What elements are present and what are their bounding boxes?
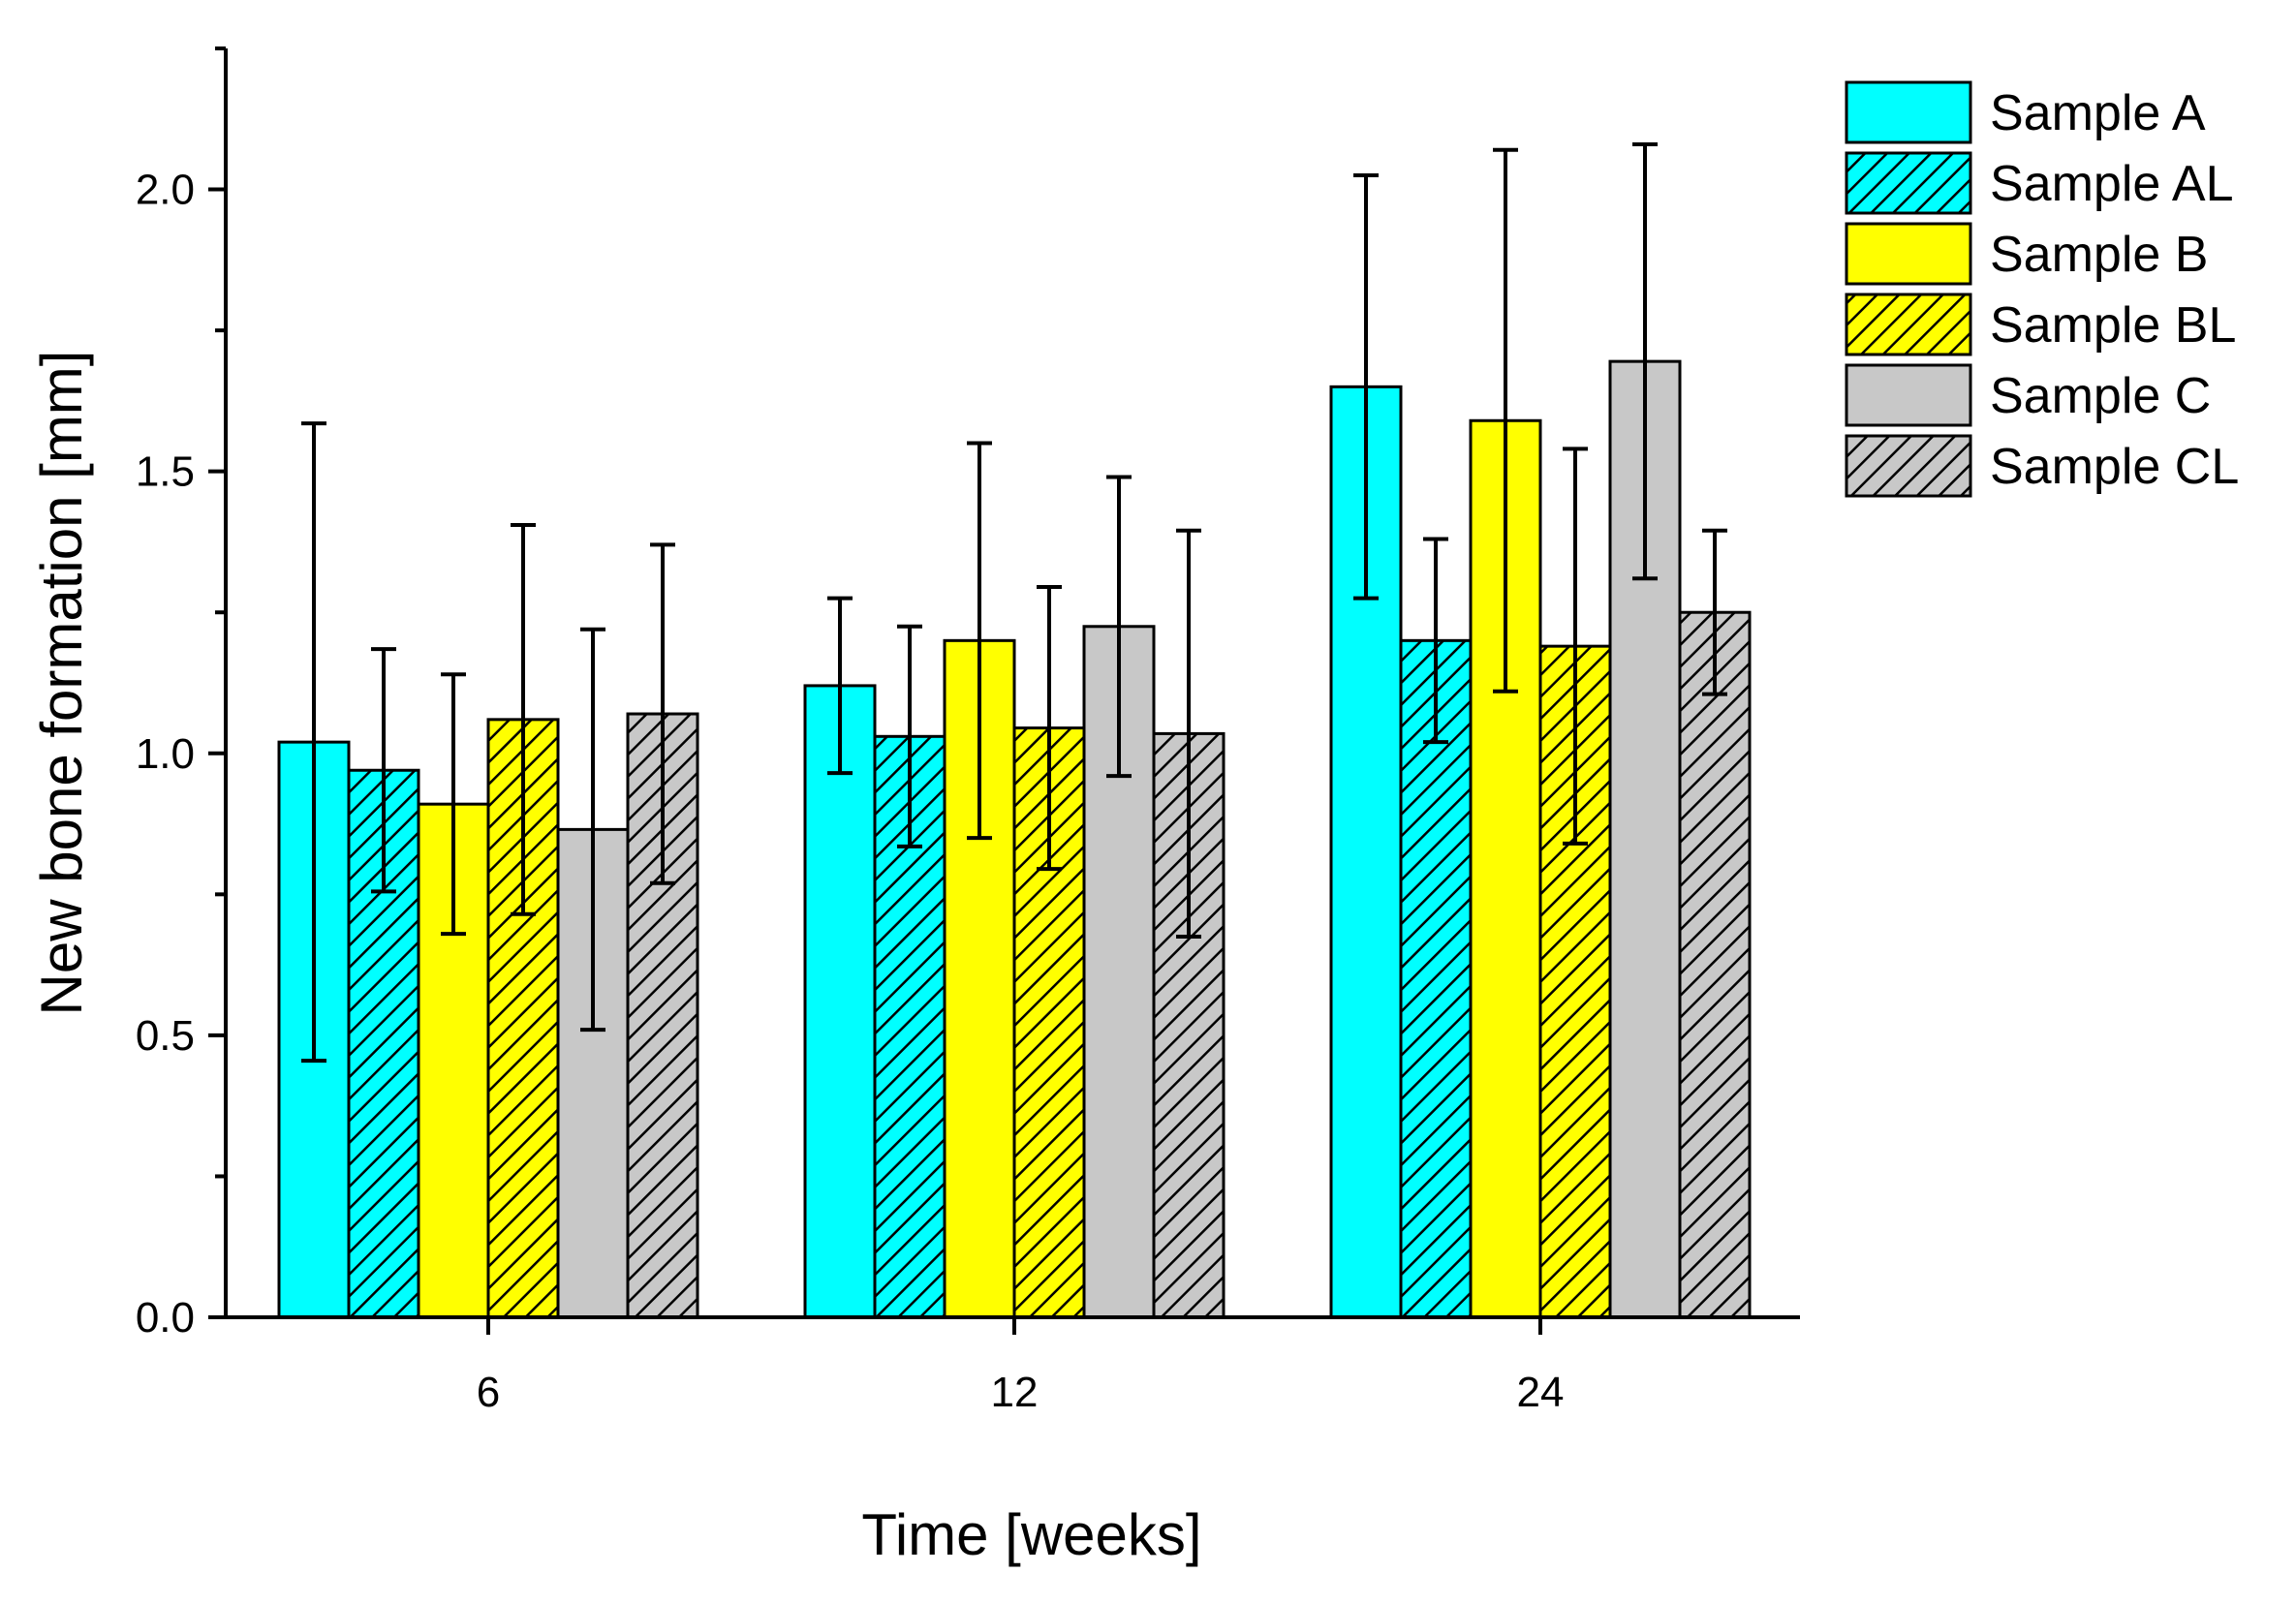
legend-label-sample-b: Sample B bbox=[1990, 227, 2208, 283]
y-tick-label: 1.5 bbox=[136, 448, 195, 496]
error-bar-sample-cl-week-24 bbox=[1702, 528, 1727, 696]
x-tick-label: 6 bbox=[477, 1369, 500, 1416]
error-bar-sample-b-week-6 bbox=[441, 672, 466, 937]
legend: Sample A Sample AL Sample B Sample BL Sample… bbox=[1845, 80, 2239, 498]
y-tick-label: 2.0 bbox=[136, 167, 195, 214]
error-bar-sample-b-week-24 bbox=[1493, 147, 1518, 694]
error-bar-sample-a-week-12 bbox=[827, 596, 853, 776]
legend-swatch-sample-b bbox=[1845, 222, 1972, 286]
error-bar-sample-al-week-12 bbox=[897, 624, 922, 848]
y-tick-label: 0.5 bbox=[136, 1012, 195, 1060]
error-bar-sample-c-week-12 bbox=[1106, 475, 1132, 779]
x-tick-label: 24 bbox=[1517, 1369, 1565, 1416]
error-bar-sample-b-week-12 bbox=[967, 441, 992, 841]
error-bars-layer bbox=[301, 141, 1727, 1064]
y-axis-title: New bone formation [mm] bbox=[29, 351, 94, 1016]
error-bar-sample-al-week-24 bbox=[1423, 537, 1448, 745]
error-bar-sample-c-week-6 bbox=[580, 627, 605, 1033]
error-bar-sample-a-week-24 bbox=[1353, 173, 1379, 601]
error-bar-sample-al-week-6 bbox=[371, 647, 396, 894]
error-bar-sample-bl-week-12 bbox=[1037, 585, 1062, 872]
x-tick-label: 12 bbox=[991, 1369, 1039, 1416]
legend-swatch-sample-a bbox=[1845, 80, 1972, 144]
error-bar-sample-bl-week-6 bbox=[511, 522, 536, 916]
legend-label-sample-c: Sample C bbox=[1990, 368, 2211, 424]
legend-swatch-sample-cl bbox=[1845, 434, 1972, 498]
x-axis-title: Time [weeks] bbox=[861, 1502, 1201, 1567]
y-tick-label: 0.0 bbox=[136, 1294, 195, 1342]
legend-swatch-sample-bl bbox=[1845, 293, 1972, 356]
error-bar-sample-cl-week-6 bbox=[650, 542, 675, 885]
legend-swatch-sample-al bbox=[1845, 151, 1972, 215]
bar-sample-cl-week-24 bbox=[1678, 610, 1752, 1319]
bars-layer bbox=[277, 359, 1752, 1319]
legend-label-sample-al: Sample AL bbox=[1990, 156, 2234, 212]
legend-label-sample-bl: Sample BL bbox=[1990, 297, 2236, 354]
axes-layer: 0.0 0.5 1.0 1.5 2.0 6 12 24 bbox=[136, 46, 1800, 1416]
legend-label-sample-a: Sample A bbox=[1990, 85, 2206, 141]
error-bar-sample-a-week-6 bbox=[301, 421, 326, 1064]
legend-label-sample-cl: Sample CL bbox=[1990, 439, 2239, 495]
legend-swatch-sample-c bbox=[1845, 363, 1972, 427]
error-bar-sample-cl-week-12 bbox=[1176, 528, 1201, 939]
error-bar-sample-c-week-24 bbox=[1632, 141, 1658, 581]
y-tick-label: 1.0 bbox=[136, 730, 195, 778]
bar-sample-a-week-12 bbox=[803, 684, 877, 1319]
error-bar-sample-bl-week-24 bbox=[1563, 447, 1588, 846]
